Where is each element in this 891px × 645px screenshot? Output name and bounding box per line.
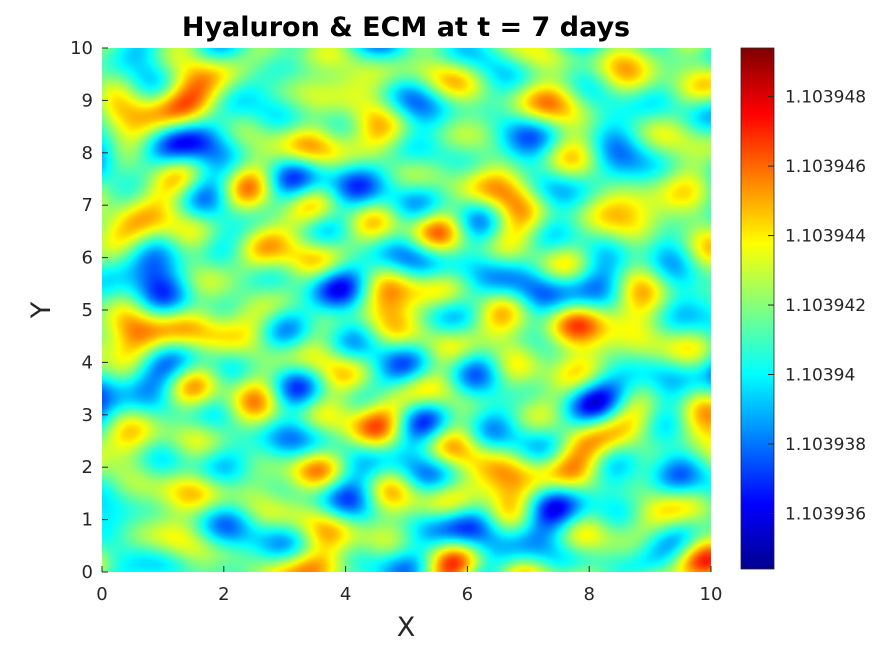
- y-tick-label: 3: [82, 405, 93, 426]
- y-tick-label: 4: [82, 352, 93, 373]
- y-tick-label: 8: [82, 143, 93, 164]
- y-tick-label: 2: [82, 457, 93, 478]
- heatmap-area: [102, 48, 711, 572]
- colorbar-tick-label: 1.103948: [785, 88, 866, 108]
- x-tick-label: 6: [462, 584, 473, 605]
- y-axis: 0 1 2 3 4 5 6 7 8 9 10: [70, 38, 108, 583]
- heatmap-field: [102, 48, 711, 572]
- x-tick-label: 8: [583, 584, 594, 605]
- x-tick-label: 4: [340, 584, 351, 605]
- y-tick-label: 1: [82, 510, 93, 531]
- y-tick-label: 10: [70, 38, 93, 59]
- x-tick-label: 0: [96, 584, 107, 605]
- colorbar-tick-label: 1.103946: [785, 157, 866, 177]
- colorbar: 1.103936 1.103938 1.10394 1.103942 1.103944 1…: [740, 47, 866, 570]
- colorbar-tick-label: 1.103942: [785, 296, 866, 316]
- colorbar-tick-label: 1.103938: [785, 435, 866, 455]
- y-tick-label: 9: [82, 90, 93, 111]
- y-tick-label: 7: [82, 195, 93, 216]
- y-tick-label: 6: [82, 248, 93, 269]
- x-tick-label: 2: [218, 584, 229, 605]
- colorbar-tick-label: 1.103936: [785, 504, 866, 524]
- y-axis-label: Y: [26, 301, 57, 319]
- x-axis-label: X: [397, 612, 416, 643]
- x-axis: 0 2 4 6 8 10: [96, 566, 722, 605]
- chart-title: Hyaluron & ECM at t = 7 days: [182, 12, 630, 43]
- y-tick-label: 5: [82, 300, 93, 321]
- colorbar-tick-label: 1.10394: [785, 365, 855, 385]
- colorbar-tick-label: 1.103944: [785, 227, 866, 247]
- y-tick-label: 0: [82, 562, 93, 583]
- x-tick-label: 10: [700, 584, 723, 605]
- colorbar-gradient: [740, 47, 775, 570]
- colorbar-ticks: 1.103936 1.103938 1.10394 1.103942 1.103944 1…: [768, 88, 866, 524]
